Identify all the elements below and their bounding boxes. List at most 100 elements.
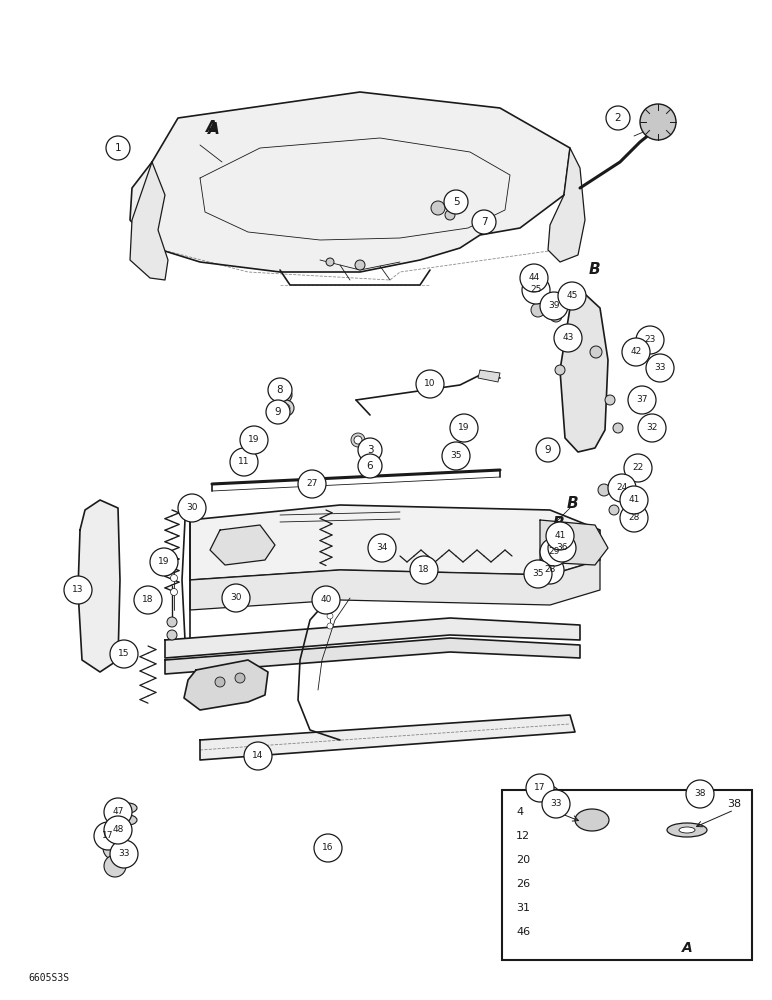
Circle shape [366, 460, 378, 472]
Text: 33: 33 [118, 850, 130, 858]
Circle shape [327, 613, 333, 619]
Text: 4: 4 [516, 807, 523, 817]
Text: 12: 12 [516, 831, 530, 841]
Circle shape [636, 326, 664, 354]
Circle shape [416, 370, 444, 398]
Text: 35: 35 [532, 570, 543, 578]
Text: 28: 28 [628, 514, 640, 522]
Polygon shape [190, 560, 600, 610]
Circle shape [542, 790, 570, 818]
Text: 28: 28 [544, 566, 556, 574]
Text: 41: 41 [628, 495, 640, 504]
Circle shape [312, 586, 340, 614]
Circle shape [280, 391, 288, 399]
Circle shape [327, 593, 333, 599]
Circle shape [598, 484, 610, 496]
Circle shape [106, 136, 130, 160]
Circle shape [452, 452, 464, 464]
Circle shape [558, 282, 586, 310]
Bar [502, 790, 752, 960]
Ellipse shape [119, 815, 137, 825]
Text: 48: 48 [112, 826, 124, 834]
Text: 45: 45 [567, 292, 577, 300]
Circle shape [534, 564, 546, 576]
Circle shape [590, 346, 602, 358]
Text: 30: 30 [230, 593, 242, 602]
Text: 27: 27 [306, 480, 318, 488]
Text: 34: 34 [376, 544, 388, 552]
Text: 39: 39 [548, 302, 560, 310]
Circle shape [520, 264, 548, 292]
Text: 7: 7 [481, 217, 487, 227]
Text: A: A [208, 122, 220, 137]
Text: 17: 17 [534, 784, 546, 792]
Circle shape [150, 548, 178, 576]
Circle shape [609, 505, 619, 515]
Polygon shape [540, 520, 608, 565]
Text: 3: 3 [367, 445, 374, 455]
Circle shape [531, 303, 545, 317]
Circle shape [628, 386, 656, 414]
Text: 41: 41 [554, 532, 566, 540]
Circle shape [608, 474, 636, 502]
Circle shape [222, 584, 250, 612]
Text: 37: 37 [636, 395, 648, 404]
Circle shape [613, 423, 623, 433]
Circle shape [110, 640, 138, 668]
Circle shape [646, 354, 674, 382]
Circle shape [282, 404, 290, 412]
Circle shape [550, 310, 562, 322]
Circle shape [620, 504, 648, 532]
Circle shape [240, 426, 268, 454]
Circle shape [540, 802, 560, 822]
Text: 43: 43 [562, 334, 574, 342]
Polygon shape [165, 618, 580, 658]
Circle shape [358, 438, 382, 462]
Circle shape [276, 387, 292, 403]
Text: 40: 40 [320, 595, 332, 604]
Text: 13: 13 [73, 585, 83, 594]
Circle shape [178, 494, 206, 522]
Text: 24: 24 [616, 484, 628, 492]
Text: 18: 18 [142, 595, 154, 604]
Circle shape [94, 822, 122, 850]
Circle shape [522, 276, 550, 304]
Circle shape [171, 560, 178, 566]
Circle shape [620, 486, 648, 514]
Text: 2: 2 [615, 113, 621, 123]
Circle shape [554, 324, 582, 352]
Circle shape [536, 556, 564, 584]
Circle shape [536, 438, 560, 462]
Circle shape [230, 448, 258, 476]
Circle shape [354, 436, 362, 444]
Circle shape [358, 454, 382, 478]
Circle shape [450, 414, 478, 442]
Circle shape [624, 454, 652, 482]
Text: 33: 33 [550, 800, 562, 808]
Polygon shape [478, 370, 500, 382]
Circle shape [215, 677, 225, 687]
Circle shape [431, 201, 445, 215]
Text: 19: 19 [158, 558, 170, 566]
Circle shape [64, 576, 92, 604]
Circle shape [278, 400, 294, 416]
Text: 15: 15 [118, 650, 130, 658]
Polygon shape [165, 638, 580, 674]
Circle shape [355, 260, 365, 270]
Circle shape [459, 423, 473, 437]
Text: 29: 29 [548, 548, 560, 556]
Text: 26: 26 [516, 879, 530, 889]
Text: A: A [206, 120, 218, 135]
Circle shape [640, 104, 676, 140]
Circle shape [548, 534, 576, 562]
Polygon shape [200, 715, 575, 760]
Text: 25: 25 [530, 286, 542, 294]
Polygon shape [548, 148, 585, 262]
Polygon shape [184, 660, 268, 710]
Ellipse shape [667, 823, 707, 837]
Text: 44: 44 [528, 273, 540, 282]
Text: 18: 18 [418, 566, 430, 574]
Circle shape [103, 836, 127, 860]
Circle shape [327, 623, 333, 629]
Circle shape [410, 556, 438, 584]
